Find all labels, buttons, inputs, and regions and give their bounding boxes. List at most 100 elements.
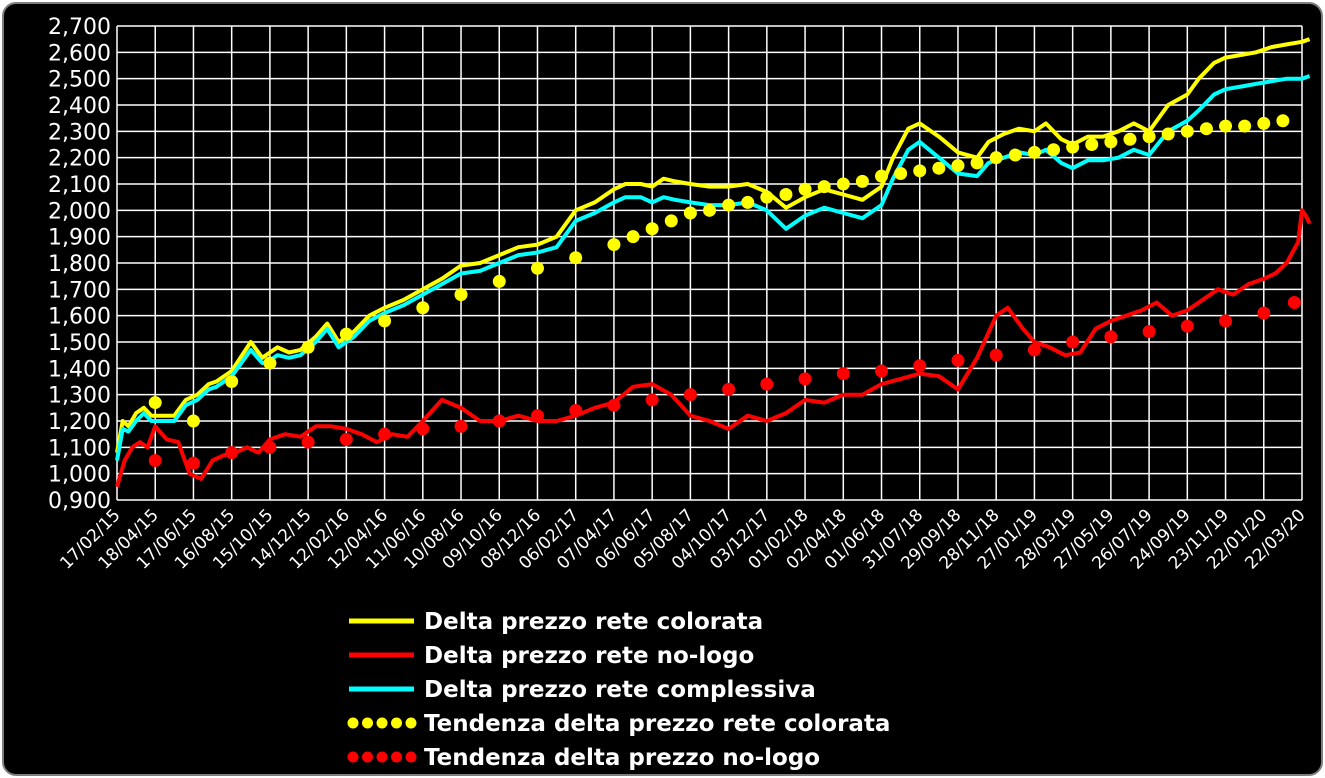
legend-swatch-dot (405, 751, 417, 763)
y-tick-label: 2,200 (48, 147, 111, 172)
plot-area (115, 37, 1312, 488)
trend-point-3 (1257, 116, 1271, 130)
trend-point-4 (645, 393, 659, 407)
trend-point-4 (760, 377, 774, 391)
trend-point-3 (894, 166, 908, 180)
trend-point-4 (1027, 343, 1041, 357)
y-tick-label: 1,700 (48, 278, 111, 303)
trend-point-4 (683, 388, 697, 402)
trend-point-3 (626, 230, 640, 244)
trend-point-3 (301, 340, 315, 354)
trend-point-4 (1066, 335, 1080, 349)
trend-point-4 (1180, 319, 1194, 333)
trend-point-4 (416, 422, 430, 436)
trend-point-3 (703, 203, 716, 217)
trend-point-3 (722, 198, 736, 212)
trend-point-3 (817, 180, 831, 194)
legend-label: Delta prezzo rete no-logo (424, 643, 754, 669)
trend-point-4 (186, 456, 200, 470)
trend-point-4 (1104, 330, 1118, 344)
trend-point-3 (339, 327, 353, 341)
trend-point-3 (875, 169, 889, 183)
trend-point-3 (1276, 114, 1290, 128)
y-tick-label: 1,100 (48, 436, 111, 461)
y-tick-label: 2,000 (48, 199, 111, 224)
legend-swatch-dot (347, 717, 359, 729)
legend-swatch-dot (362, 717, 373, 729)
trend-point-4 (263, 440, 277, 454)
trend-point-3 (932, 161, 946, 175)
trend-point-4 (339, 432, 353, 446)
trend-point-3 (1219, 119, 1233, 133)
y-tick-label: 0,900 (48, 489, 111, 514)
y-tick-label: 2,700 (48, 15, 111, 40)
trend-point-4 (492, 414, 506, 428)
trend-point-3 (1008, 148, 1022, 162)
y-axis-labels: 0,9001,0001,1001,2001,3001,4001,5001,600… (48, 15, 111, 514)
trend-point-3 (1066, 140, 1080, 154)
trend-point-3 (836, 177, 850, 191)
trend-point-3 (741, 195, 755, 209)
y-tick-label: 1,200 (48, 410, 111, 435)
line-chart: 0,9001,0001,1001,2001,3001,4001,5001,600… (48, 15, 1312, 771)
trend-point-3 (1199, 122, 1213, 136)
legend: Delta prezzo rete colorata Delta prezzo r… (347, 609, 890, 771)
trend-point-3 (645, 222, 659, 236)
legend-swatch-dot (347, 751, 359, 763)
trend-point-4 (1257, 306, 1271, 320)
legend-label: Tendenza delta prezzo rete colorata (424, 711, 890, 737)
trend-point-3 (1104, 135, 1118, 149)
trend-point-4 (530, 409, 544, 423)
y-tick-label: 2,300 (48, 120, 111, 145)
x-axis-labels: 17/02/1518/04/1517/06/1516/08/1515/10/15… (56, 505, 1309, 573)
legend-swatch-dot (376, 751, 388, 763)
legend-swatch-dot (405, 717, 417, 729)
trend-point-4 (301, 435, 315, 449)
y-tick-label: 1,900 (48, 226, 111, 251)
legend-label: Delta prezzo rete complessiva (424, 677, 816, 703)
y-tick-label: 1,500 (48, 331, 111, 356)
y-tick-label: 1,800 (48, 252, 111, 277)
trend-point-4 (1142, 324, 1156, 338)
y-tick-label: 1,600 (48, 305, 111, 330)
trend-point-3 (970, 156, 984, 170)
trend-point-3 (263, 356, 277, 370)
trend-point-4 (569, 403, 583, 417)
legend-swatch-dot (391, 751, 402, 763)
y-tick-label: 2,400 (48, 94, 111, 119)
trend-point-3 (798, 182, 812, 196)
trend-point-4 (836, 367, 850, 381)
y-tick-label: 1,300 (48, 384, 111, 409)
trend-point-3 (607, 238, 621, 252)
legend-swatch-dot (362, 751, 373, 763)
trend-point-3 (989, 151, 1003, 165)
trend-point-4 (913, 359, 927, 373)
series-line-0 (115, 37, 1311, 453)
trend-point-4 (989, 348, 1003, 362)
trend-point-3 (378, 314, 392, 328)
trend-point-3 (454, 288, 468, 302)
trend-point-3 (855, 174, 869, 188)
y-tick-label: 2,600 (48, 41, 111, 66)
trend-point-3 (1180, 124, 1194, 138)
trend-point-3 (416, 301, 430, 315)
legend-swatch-dot (376, 717, 388, 729)
trend-point-4 (454, 419, 468, 433)
legend-label: Delta prezzo rete colorata (424, 609, 763, 635)
trend-point-4 (722, 382, 736, 396)
trend-point-3 (1142, 130, 1156, 144)
trend-point-3 (1047, 143, 1061, 157)
trend-point-3 (664, 214, 678, 228)
series-line-2 (115, 74, 1311, 461)
trend-point-3 (1161, 127, 1175, 141)
trend-point-3 (530, 261, 544, 275)
trend-point-3 (683, 206, 697, 220)
trend-point-3 (492, 274, 506, 288)
y-tick-label: 1,400 (48, 357, 111, 382)
y-tick-label: 1,000 (48, 463, 111, 488)
gridlines (116, 25, 1303, 501)
trend-point-3 (779, 188, 793, 202)
legend-swatch-dot (391, 717, 402, 729)
trend-point-4 (607, 398, 621, 412)
